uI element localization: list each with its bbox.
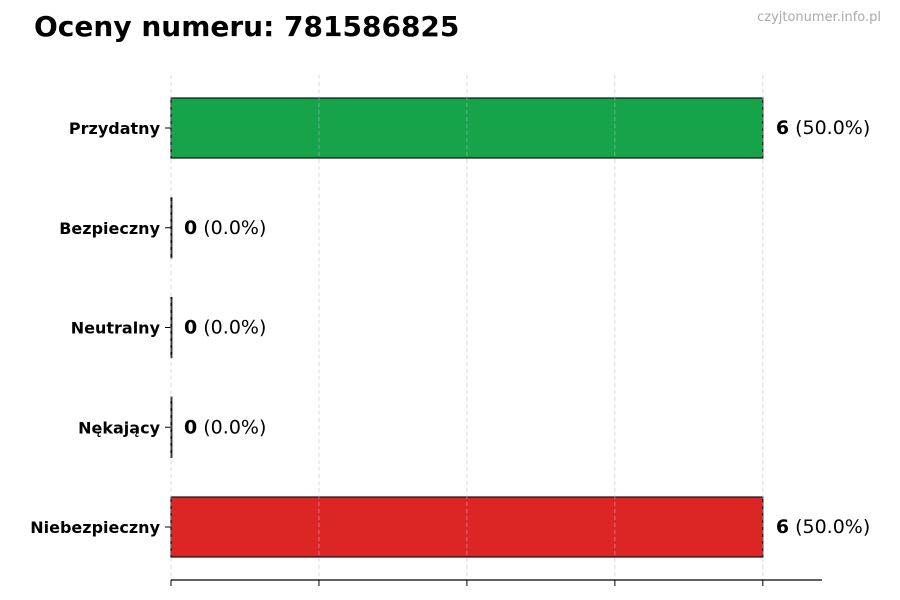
value-label: 6 (50.0%): [776, 516, 870, 538]
watermark: czyjtonumer.info.pl: [757, 10, 881, 25]
value-count: 6: [776, 117, 789, 139]
value-label: 0 (0.0%): [184, 217, 266, 239]
category-label: Neutralny: [71, 319, 161, 338]
category-label: Nękający: [78, 418, 160, 437]
category-label: Bezpieczny: [59, 219, 160, 238]
value-percent: (0.0%): [197, 416, 266, 438]
bar-1: [170, 197, 173, 259]
category-label: Przydatny: [69, 119, 161, 138]
value-count: 0: [184, 416, 197, 438]
value-percent: (0.0%): [197, 217, 266, 239]
value-percent: (50.0%): [789, 117, 870, 139]
category-label: Niebezpieczny: [30, 518, 160, 537]
value-count: 0: [184, 317, 197, 339]
chart-title: Oceny numeru: 781586825: [34, 10, 460, 43]
value-label: 0 (0.0%): [184, 317, 266, 339]
value-percent: (50.0%): [789, 516, 870, 538]
value-count: 0: [184, 217, 197, 239]
value-label: 0 (0.0%): [184, 416, 266, 438]
value-count: 6: [776, 516, 789, 538]
value-percent: (0.0%): [197, 317, 266, 339]
value-label: 6 (50.0%): [776, 117, 870, 139]
